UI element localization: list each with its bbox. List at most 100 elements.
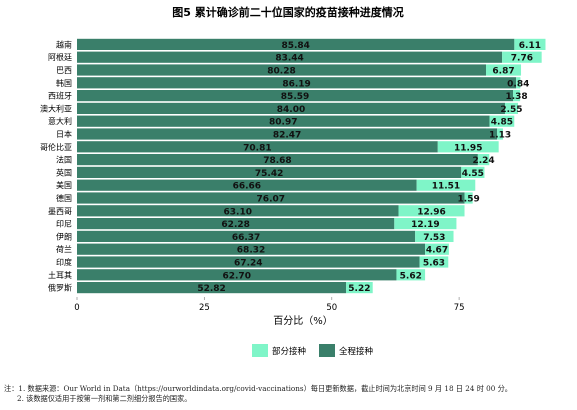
value-label-partial: 5.62 (400, 271, 422, 281)
chart-title: 图5 累计确诊前二十位国家的疫苗接种进度情况 (172, 5, 403, 19)
x-axis-label: 百分比（%） (273, 315, 333, 327)
value-label-full: 78.68 (263, 156, 291, 166)
x-tick-label: 50 (326, 303, 337, 313)
value-label-full: 85.84 (281, 41, 309, 51)
value-label-full: 83.44 (275, 54, 303, 64)
x-tick-label: 25 (199, 303, 210, 313)
bar-partial (425, 243, 449, 255)
bar-full (77, 230, 416, 242)
bar-partial (486, 64, 522, 76)
plot-area: 越南 85.84 6.11 阿根廷 83.44 7.76 巴西 80.28 6.87 韩国 86.1… (40, 38, 546, 294)
footnote-scope: 2. 该数据仅适用于按第一剂和第二剂细分报告的国家。 (17, 394, 192, 403)
value-label-full: 66.66 (233, 182, 261, 192)
category-label: 墨西哥 (48, 207, 72, 216)
value-label-partial: 11.95 (454, 143, 482, 153)
category-label: 土耳其 (48, 270, 72, 280)
value-label-full: 68.32 (237, 246, 265, 256)
bar-full (77, 269, 397, 281)
bar-full (77, 90, 514, 102)
value-label-full: 76.07 (257, 195, 285, 205)
bar-full (77, 243, 426, 255)
value-label-full: 63.10 (224, 207, 252, 217)
bar-partial (516, 77, 521, 89)
bar-partial (398, 205, 465, 217)
bar-full (77, 64, 487, 76)
bar-full (77, 51, 503, 63)
value-label-partial: 1.59 (458, 195, 480, 205)
x-tick-label: 0 (74, 303, 79, 313)
bar-full (77, 115, 490, 127)
category-label: 阿根廷 (48, 52, 72, 62)
bar-partial (497, 128, 503, 140)
value-label-full: 75.42 (255, 169, 283, 179)
bar-partial (416, 179, 476, 191)
bar-full (77, 205, 399, 217)
category-label: 法国 (56, 155, 72, 165)
value-label-partial: 6.87 (492, 67, 514, 77)
category-label: 德国 (56, 193, 72, 203)
value-label-partial: 1.13 (489, 131, 511, 141)
category-label: 印度 (56, 257, 72, 267)
value-label-full: 85.59 (281, 92, 309, 102)
bar-full (77, 256, 420, 268)
bar-partial (464, 192, 473, 204)
value-label-full: 80.97 (269, 118, 297, 128)
value-label-partial: 12.19 (411, 220, 439, 230)
bar-partial (461, 166, 485, 178)
value-label-partial: 4.55 (462, 169, 484, 179)
bar-partial (346, 282, 373, 294)
category-label: 俄罗斯 (48, 283, 72, 293)
value-label-full: 86.19 (282, 79, 310, 89)
value-label-full: 80.28 (267, 67, 295, 77)
bar-full (77, 192, 465, 204)
value-label-full: 67.24 (234, 259, 262, 269)
category-label: 越南 (56, 39, 72, 49)
value-label-partial: 5.63 (423, 259, 445, 269)
footnote-source: 注：1. 数据来源：Our World in Data（https://ourw… (4, 384, 512, 393)
x-tick-label: 75 (454, 303, 465, 313)
bar-partial (437, 141, 499, 153)
value-label-full: 84.00 (277, 105, 305, 115)
bar-partial (419, 256, 449, 268)
bar-full (77, 154, 478, 166)
value-label-partial: 2.24 (472, 156, 494, 166)
category-label: 印尼 (56, 220, 72, 229)
category-label: 意大利 (48, 116, 72, 126)
category-label: 巴西 (56, 66, 72, 75)
value-label-full: 52.82 (197, 284, 225, 294)
legend-swatch-partial (252, 344, 268, 357)
bar-partial (477, 154, 490, 166)
bar-partial (513, 90, 521, 102)
bar-partial (502, 51, 542, 63)
value-label-partial: 0.84 (507, 79, 529, 89)
bar-partial (504, 102, 518, 114)
bar-full (77, 179, 417, 191)
bar-full (77, 166, 462, 178)
value-label-full: 62.28 (221, 220, 249, 230)
value-label-full: 70.81 (243, 143, 271, 153)
bar-full (77, 141, 438, 153)
x-axis: 0 25 50 75 (74, 297, 465, 313)
value-label-partial: 12.96 (417, 207, 445, 217)
legend-swatch-full (319, 344, 335, 357)
bar-partial (394, 218, 457, 230)
value-label-partial: 4.67 (426, 246, 448, 256)
value-label-partial: 7.53 (423, 233, 445, 243)
bar-partial (415, 230, 454, 242)
bar-full (77, 218, 395, 230)
value-label-full: 66.37 (232, 233, 260, 243)
legend-label-full: 全程接种 (339, 346, 373, 357)
value-label-partial: 1.38 (505, 92, 527, 102)
category-label: 西班牙 (48, 91, 72, 101)
category-label: 荷兰 (56, 244, 72, 254)
value-label-partial: 7.76 (511, 54, 533, 64)
bar-full (77, 38, 515, 50)
bar-partial (514, 38, 546, 50)
bar-partial (489, 115, 515, 127)
category-label: 哥伦比亚 (40, 142, 72, 152)
category-label: 韩国 (56, 78, 72, 88)
legend: 部分接种 全程接种 (252, 344, 373, 357)
category-label: 日本 (56, 129, 72, 139)
value-label-partial: 11.51 (432, 182, 460, 192)
